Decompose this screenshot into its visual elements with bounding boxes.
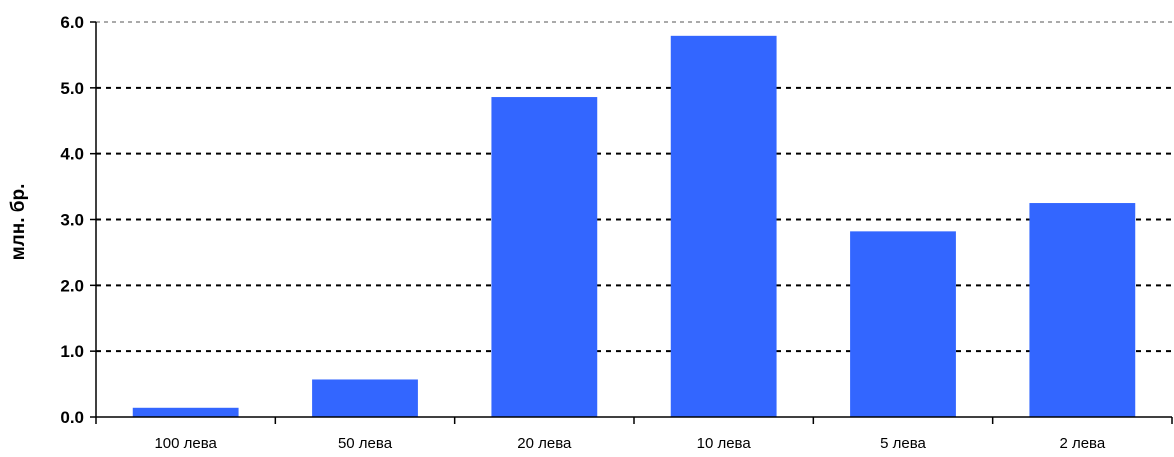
y-tick-label: 0.0 [60,408,84,427]
y-tick-label: 2.0 [60,276,84,295]
axes [90,21,1173,424]
y-tick-label: 5.0 [60,79,84,98]
bars [132,35,1136,418]
bar [850,231,956,417]
bar [132,407,239,417]
y-tick-label: 6.0 [60,13,84,32]
x-category-label: 50 лева [338,435,393,452]
y-tick-label: 3.0 [60,211,84,230]
bar [670,35,777,417]
x-category-label: 20 лева [517,435,572,452]
x-category-label: 5 лева [880,435,926,452]
x-category-label: 2 лева [1059,435,1105,452]
y-axis-title: млн. бр. [8,184,29,261]
y-tick-label: 4.0 [60,145,84,164]
labels: 0.0 1.0 2.0 3.0 4.0 5.0 6.0 100 лева 50 лева 20 л… [60,13,1106,452]
x-category-label: 10 лева [697,435,752,452]
bar [1029,203,1136,417]
bar [491,97,598,418]
gridlines [96,21,1172,353]
y-tick-label: 1.0 [60,342,84,361]
x-category-label: 100 лева [154,435,217,452]
bar [312,379,418,417]
